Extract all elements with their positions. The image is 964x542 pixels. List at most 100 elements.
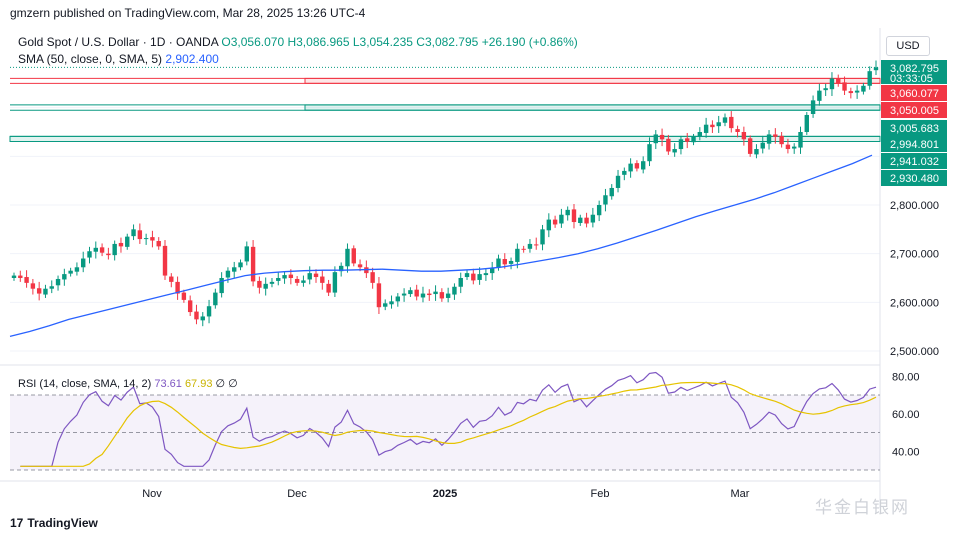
candle-body (439, 292, 445, 299)
price-tag (881, 85, 947, 101)
currency-button[interactable]: USD (886, 36, 930, 56)
candle-body (376, 283, 382, 308)
candle-body (36, 288, 42, 294)
candle-body (244, 246, 250, 262)
candle-body (370, 272, 375, 283)
candle-body (156, 241, 161, 247)
candle-body (785, 144, 791, 150)
rsi-label[interactable]: RSI (14, close, SMA, 14, 2) (18, 378, 152, 390)
candle-body (408, 290, 413, 295)
candle-body (596, 205, 602, 216)
zones (9, 77, 881, 142)
candle-body (169, 276, 174, 282)
candle-body (615, 175, 621, 188)
rsi-extra: ∅ ∅ (215, 378, 238, 390)
candle-body (854, 90, 860, 93)
candle-body (282, 275, 287, 279)
candle-body (842, 82, 847, 91)
sma-legend: SMA (50, close, 0, SMA, 5) 2,902.400 (18, 52, 219, 66)
candle-body (187, 300, 193, 313)
time-tick-label: Dec (287, 488, 307, 500)
price-tag-label: 2,930.480 (890, 173, 939, 185)
open-value: O3,056.070 (221, 35, 285, 49)
candle-body (603, 195, 608, 205)
candle-body (357, 264, 363, 268)
candle-body (766, 134, 772, 144)
candle-body (640, 161, 646, 170)
candle-body (24, 277, 29, 283)
candle-body (521, 248, 526, 250)
candle-body (515, 248, 520, 262)
candle-body (219, 278, 224, 294)
candle-body (68, 270, 73, 274)
candle-body (452, 286, 457, 295)
candle-body (458, 278, 463, 287)
time-tick-label: 2025 (433, 488, 457, 500)
candle-body (427, 293, 432, 296)
rsi-legend: RSI (14, close, SMA, 14, 2) 73.61 67.93 … (18, 377, 238, 390)
price-tag-countdown: 03:33:05 (890, 73, 933, 85)
candle-body (263, 283, 268, 289)
candle-body (389, 301, 394, 305)
candle-body (276, 278, 281, 281)
candle-body (43, 288, 48, 295)
time-axis: Nov Dec 2025 Feb Mar (142, 488, 750, 500)
candle-body (250, 246, 256, 282)
candle-body (534, 244, 539, 246)
candle-body (678, 139, 684, 150)
zone-box (304, 77, 881, 84)
time-tick-label: Feb (591, 488, 610, 500)
candle-body (238, 262, 243, 268)
tradingview-logo[interactable]: 17 TradingView (10, 516, 98, 530)
grid (0, 28, 881, 508)
candle-body (383, 303, 388, 307)
candle-body (798, 132, 803, 148)
candle-body (754, 149, 759, 155)
candle-body (552, 219, 558, 225)
symbol-name[interactable]: Gold Spot / U.S. Dollar · 1D · OANDA (18, 35, 219, 49)
candles (11, 60, 879, 327)
candle-body (30, 283, 36, 289)
price-tag (881, 153, 947, 169)
candle-body (206, 306, 212, 317)
candle-body (477, 274, 482, 280)
candle-body (527, 243, 533, 249)
rsi-value: 73.61 (154, 378, 182, 390)
candle-body (659, 134, 665, 140)
zone-box (304, 104, 881, 111)
candle-body (773, 134, 778, 137)
candle-body (741, 132, 747, 140)
candle-body (584, 217, 589, 224)
candle-body (672, 149, 677, 153)
candle-body (320, 276, 325, 283)
rsi-line (20, 371, 877, 467)
published-header: gmzern published on TradingView.com, Mar… (10, 6, 366, 20)
candle-body (150, 237, 155, 241)
candle-body (760, 142, 765, 149)
sma-label[interactable]: SMA (50, close, 0, SMA, 5) (18, 52, 163, 66)
price-tag-label: 3,082.795 (890, 63, 939, 75)
candle-body (502, 259, 507, 265)
candle-body (464, 273, 470, 278)
candle-body (697, 132, 703, 137)
time-tick-label: Nov (142, 488, 162, 500)
candle-body (810, 100, 816, 114)
candle-body (137, 230, 143, 240)
candle-body (735, 129, 740, 132)
brand-name: TradingView (27, 516, 98, 530)
candle-body (634, 163, 640, 169)
price-tick-label: 2,500.000 (890, 346, 939, 358)
candle-body (62, 274, 67, 280)
sma-value: 2,902.400 (165, 52, 219, 66)
candle-body (326, 283, 331, 293)
close-value: C3,082.795 (416, 35, 479, 49)
candle-body (590, 214, 596, 223)
candle-body (559, 214, 564, 224)
candle-body (194, 311, 199, 320)
rsi-pane: 80.00 60.00 40.00 (10, 371, 920, 471)
candle-body (716, 122, 721, 127)
candle-body (181, 292, 187, 300)
candle-body (49, 286, 54, 289)
candle-body (445, 293, 451, 298)
